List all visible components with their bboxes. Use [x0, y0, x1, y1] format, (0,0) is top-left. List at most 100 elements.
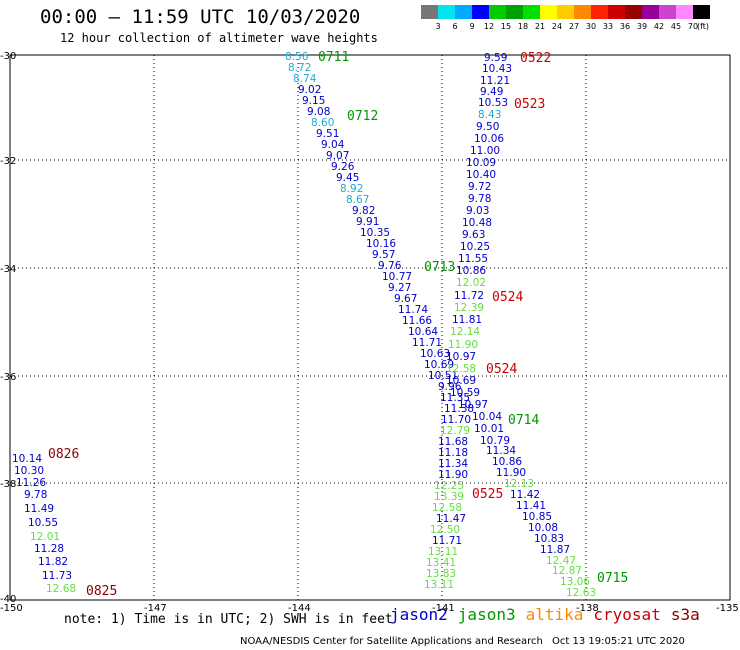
swh-value: 11.55	[458, 253, 489, 265]
colorbar-swatch	[421, 5, 438, 19]
map-subtitle: 12 hour collection of altimeter wave hei…	[60, 31, 378, 45]
longitude-tick-label: -144	[288, 603, 311, 614]
colorbar-swatch	[608, 5, 625, 19]
pass-time-label: 0524	[486, 362, 518, 377]
swh-value: 9.45	[336, 172, 360, 184]
latitude-tick-label: -32	[0, 156, 17, 167]
swh-value: 8.56	[285, 51, 309, 63]
swh-value: 10.08	[528, 522, 559, 534]
swh-value: 10.30	[14, 465, 45, 477]
swh-value: 11.72	[454, 290, 485, 302]
colorbar-label: 45	[670, 22, 682, 31]
legend-entry-jason2: jason2	[390, 605, 448, 624]
swh-value: 12.79	[440, 425, 471, 437]
swh-value: 12.47	[546, 555, 577, 567]
colorbar-swatch	[455, 5, 472, 19]
legend-entry-cryosat: cryosat	[593, 605, 661, 624]
swh-value: 11.34	[486, 445, 517, 457]
swh-value: 10.25	[460, 241, 491, 253]
satellite-legend: jason2 jason3 altika cryosat s3a	[390, 605, 710, 624]
swh-value: 12.58	[446, 363, 477, 375]
pass-time-label: 0712	[347, 109, 379, 124]
colorbar-swatch	[557, 5, 574, 19]
colorbar-label: 42	[653, 22, 665, 31]
colorbar-swatch	[676, 5, 693, 19]
swh-value: 12.25	[434, 480, 465, 492]
colorbar-label: 27	[568, 22, 580, 31]
swh-value: 9.91	[356, 216, 380, 228]
colorbar-label: 39	[636, 22, 648, 31]
footer-timestamp: Oct 13 19:05:21 UTC 2020	[552, 636, 685, 647]
latitude-tick-label: -36	[0, 372, 17, 383]
swh-value: 12.50	[430, 524, 461, 536]
colorbar-label: 9	[469, 22, 475, 31]
pass-time-label: 0524	[492, 290, 524, 305]
swh-value: 10.97	[446, 351, 477, 363]
swh-value: 10.59	[450, 387, 481, 399]
colorbar-swatch	[489, 5, 506, 19]
swh-value: 10.77	[382, 271, 413, 283]
gridlines	[10, 55, 730, 600]
swh-value: 9.49	[480, 86, 504, 98]
swh-value: 13.41	[426, 557, 457, 569]
swh-value: 11.90	[496, 467, 527, 479]
swh-value: 10.85	[522, 511, 553, 523]
legend-entry-s3a: s3a	[670, 605, 700, 624]
pass-time-label: 0715	[597, 571, 629, 586]
colorbar-swatch	[506, 5, 523, 19]
swh-value: 8.92	[340, 183, 364, 195]
swh-value: 8.43	[478, 109, 502, 121]
swh-value: 10.48	[462, 217, 493, 229]
pass-time-label: 0714	[508, 413, 540, 428]
swh-value: 9.03	[466, 205, 490, 217]
colorbar-swatch	[438, 5, 455, 19]
swh-value: 10.40	[466, 169, 497, 181]
map-frame	[9, 54, 731, 601]
swh-value: 10.63	[420, 348, 451, 360]
swh-value: 11.68	[438, 436, 469, 448]
swh-value: 11.87	[540, 544, 571, 556]
swh-value: 10.04	[472, 411, 503, 423]
colorbar-swatch	[540, 5, 557, 19]
swh-value: 13.83	[426, 568, 457, 580]
colorbar-swatch	[693, 5, 710, 19]
colorbar-swatch	[659, 5, 676, 19]
colorbar-swatch	[523, 5, 540, 19]
swh-value: 12.13	[504, 478, 535, 490]
pass-time-label: 0711	[318, 50, 350, 65]
swh-value: 9.82	[352, 205, 376, 217]
swh-value: 9.51	[316, 128, 340, 140]
swh-value: 12.58	[432, 502, 463, 514]
swh-value: 10.83	[534, 533, 565, 545]
colorbar-swatch	[472, 5, 489, 19]
swh-value: 11.38	[444, 403, 475, 415]
swh-value: 9.27	[388, 282, 412, 294]
legend-entry-altika: altika	[525, 605, 584, 624]
swh-value: 11.71	[432, 535, 463, 547]
swh-value: 10.69	[446, 375, 477, 387]
swh-value: 10.53	[478, 97, 509, 109]
colorbar-swatch	[625, 5, 642, 19]
swh-value: 12.87	[552, 565, 583, 577]
swh-value: 8.74	[293, 73, 317, 85]
swh-value: 9.15	[302, 95, 326, 107]
swh-value: 9.26	[331, 161, 355, 173]
swh-value: 9.96	[438, 381, 462, 393]
swh-value: 9.50	[476, 121, 500, 133]
pass-time-label: 0525	[472, 487, 504, 502]
longitude-tick-label: -147	[144, 603, 167, 614]
swh-value: 13.11	[428, 546, 459, 558]
swh-value: 11.82	[38, 556, 69, 568]
swh-value: 10.01	[474, 423, 505, 435]
latitude-tick-label: -34	[0, 264, 17, 275]
swh-value: 9.63	[462, 229, 486, 241]
footer-note: note: 1) Time is in UTC; 2) SWH is in fe…	[64, 612, 393, 627]
swh-value: 10.16	[366, 238, 397, 250]
swh-value: 11.49	[24, 503, 55, 515]
colorbar-label: 33	[602, 22, 614, 31]
swh-value: 10.86	[492, 456, 523, 468]
swh-value: 12.63	[566, 587, 597, 599]
swh-value: 10.35	[360, 227, 391, 239]
colorbar-swatch	[642, 5, 659, 19]
